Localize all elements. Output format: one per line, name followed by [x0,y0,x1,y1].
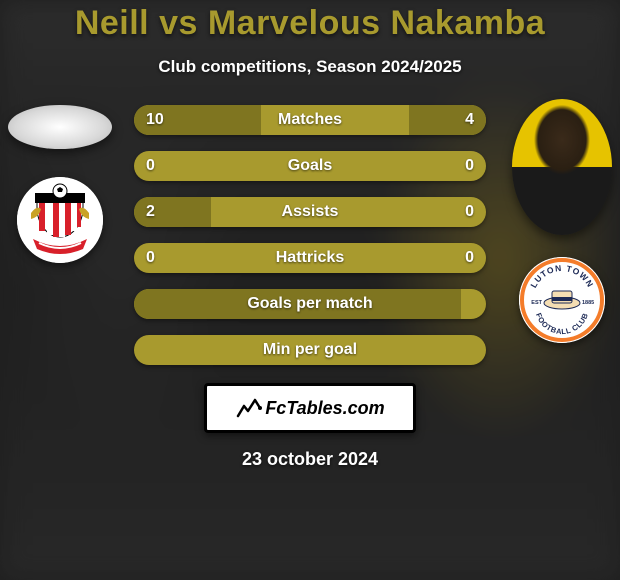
bar-fill-left [134,289,461,319]
brand-text: FcTables.com [265,398,384,419]
comparison-area: LUTON TOWN FOOTBALL CLUB EST 1885 Matche… [0,105,620,365]
stat-bar: Assists20 [134,197,486,227]
brand-badge: FcTables.com [204,383,416,433]
page-subtitle: Club competitions, Season 2024/2025 [158,57,461,77]
right-player-column: LUTON TOWN FOOTBALL CLUB EST 1885 [512,105,612,343]
stat-bar: Min per goal [134,335,486,365]
content-root: Neill vs Marvelous Nakamba Club competit… [0,0,620,580]
right-player-avatar [512,99,612,235]
left-player-avatar [8,105,112,149]
footer-date: 23 october 2024 [242,449,378,470]
bar-mid [134,243,486,273]
bar-value-left: 2 [146,197,155,227]
crest-year-text: 1885 [582,300,594,306]
bar-value-left: 10 [146,105,164,135]
stat-bar: Matches104 [134,105,486,135]
bar-mid [134,335,486,365]
bar-mid [461,289,486,319]
stat-bar: Goals per match [134,289,486,319]
bar-value-right: 0 [465,197,474,227]
bar-value-right: 4 [465,105,474,135]
page-title: Neill vs Marvelous Nakamba [75,4,545,43]
bar-value-right: 0 [465,243,474,273]
luton-crest-icon: LUTON TOWN FOOTBALL CLUB EST 1885 [519,257,605,343]
right-club-crest: LUTON TOWN FOOTBALL CLUB EST 1885 [519,257,605,343]
left-club-crest [17,177,103,263]
bar-mid [261,105,409,135]
fctables-logo-icon [235,394,263,422]
bar-mid [211,197,486,227]
bar-value-left: 0 [146,151,155,181]
stat-bar: Hattricks00 [134,243,486,273]
crest-est-text: EST [531,300,542,306]
bar-fill-right [409,105,486,135]
bar-mid [134,151,486,181]
stat-bar: Goals00 [134,151,486,181]
stat-bars: Matches104Goals00Assists20Hattricks00Goa… [134,105,486,365]
bar-value-right: 0 [465,151,474,181]
bar-value-left: 0 [146,243,155,273]
left-player-column [8,105,112,263]
sunderland-crest-icon [17,177,103,263]
